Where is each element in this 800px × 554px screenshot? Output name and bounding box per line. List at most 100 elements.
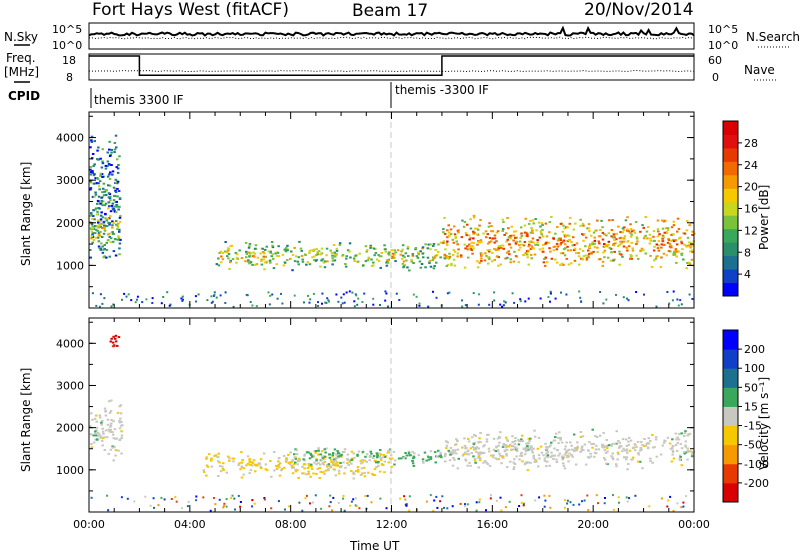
power-noise-cell <box>398 299 401 301</box>
velocity-cell <box>367 471 370 474</box>
power-ytick-label-0: 1000 <box>56 259 84 272</box>
power-cell <box>631 249 635 252</box>
velocity-cell <box>537 436 541 439</box>
velocity-cell <box>526 469 530 472</box>
velocity-cell <box>423 451 427 454</box>
velocity-noise-cell <box>569 501 572 504</box>
power-cell <box>432 256 435 259</box>
velocity-cell <box>654 438 658 441</box>
power-cell <box>661 219 664 222</box>
velocity-cell <box>287 453 290 456</box>
power-cell <box>338 243 342 246</box>
velocity-noise-cell <box>566 502 569 505</box>
velocity-cell <box>100 421 103 424</box>
velocity-cell <box>412 455 416 458</box>
power-cell <box>493 241 496 244</box>
power-cell <box>303 253 307 256</box>
power-cell <box>399 253 402 256</box>
power-cell <box>418 260 422 263</box>
velocity-cell <box>434 451 437 454</box>
power-noise-cell <box>578 290 581 293</box>
velocity-xtick-label-2: 08:00 <box>275 518 307 531</box>
velocity-colorbar-swatch <box>723 330 738 350</box>
velocity-cell <box>120 452 123 455</box>
velocity-cell <box>625 456 629 459</box>
velocity-cell <box>113 445 116 448</box>
velocity-noise-cell <box>370 501 373 504</box>
velocity-cell <box>515 447 519 450</box>
power-cell <box>553 245 557 248</box>
power-cell <box>662 220 666 223</box>
power-cell <box>472 230 475 233</box>
velocity-cell <box>604 445 607 448</box>
power-cell <box>655 255 658 258</box>
velocity-cell <box>472 455 475 458</box>
velocity-cell <box>641 467 644 470</box>
velocity-cell <box>356 454 359 457</box>
velocity-cell <box>520 454 524 457</box>
velocity-cell <box>331 455 334 458</box>
power-cell <box>480 240 483 243</box>
power-cell <box>623 226 626 229</box>
power-cell <box>116 205 119 208</box>
velocity-cell <box>594 448 598 451</box>
power-cell <box>680 252 683 255</box>
power-cell <box>108 205 111 208</box>
power-noise-cell <box>580 300 583 303</box>
power-cell <box>469 218 472 221</box>
power-noise-cell <box>121 298 123 301</box>
power-cell <box>260 258 263 261</box>
power-cell <box>559 237 562 240</box>
power-cell <box>460 255 463 258</box>
velocity-cell <box>639 446 643 449</box>
power-cell <box>472 214 476 217</box>
velocity-cell <box>330 460 333 463</box>
velocity-cell <box>295 453 299 456</box>
power-cell <box>298 240 301 243</box>
power-cell <box>322 261 326 264</box>
power-noise-cell <box>680 303 683 306</box>
velocity-noise-cell <box>379 497 382 500</box>
velocity-cell <box>474 461 477 464</box>
power-cell <box>439 241 443 244</box>
velocity-cell <box>340 465 343 468</box>
power-cell <box>246 260 250 263</box>
power-cell <box>514 230 518 233</box>
power-cell <box>495 255 499 258</box>
velocity-cell <box>116 344 119 347</box>
power-cell <box>269 251 272 254</box>
power-noise-cell <box>343 301 346 304</box>
velocity-cell <box>388 457 392 460</box>
velocity-cell <box>350 462 353 465</box>
velocity-cell <box>649 440 652 442</box>
velocity-cell <box>647 442 651 445</box>
power-cell <box>561 230 565 233</box>
power-cell <box>666 227 670 230</box>
power-cell <box>117 222 120 225</box>
power-cell <box>472 247 475 250</box>
power-cell <box>661 234 665 237</box>
velocity-cell <box>481 451 484 454</box>
velocity-cell <box>303 467 306 470</box>
power-cell <box>226 255 229 258</box>
power-cell <box>608 246 612 249</box>
power-cell <box>600 219 603 222</box>
velocity-colorbar-swatch <box>723 349 738 369</box>
velocity-cell <box>277 457 281 460</box>
power-cell <box>552 237 555 240</box>
velocity-cell <box>205 464 209 467</box>
velocity-noise-cell <box>234 508 236 511</box>
power-noise-cell <box>488 303 491 306</box>
power-cell <box>110 148 114 151</box>
velocity-cell <box>662 441 666 444</box>
velocity-cell <box>545 465 548 468</box>
velocity-cell <box>312 472 315 475</box>
velocity-cell <box>102 432 105 435</box>
velocity-cell <box>334 464 337 467</box>
velocity-cell <box>309 475 312 478</box>
velocity-noise-cell <box>612 494 614 497</box>
velocity-cell <box>248 472 251 475</box>
velocity-cell <box>456 448 460 451</box>
velocity-cell <box>444 454 447 456</box>
velocity-cell <box>474 448 478 451</box>
